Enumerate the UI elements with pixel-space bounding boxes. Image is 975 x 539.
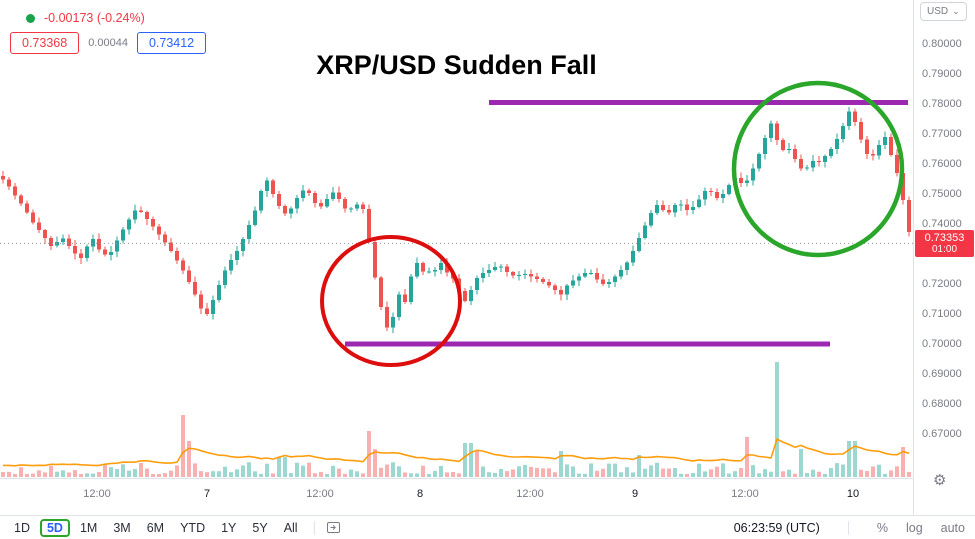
time-tick: 10 — [846, 488, 860, 500]
percent-scale-button[interactable]: % — [876, 520, 888, 535]
toolbar-right-group: 06:23:59 (UTC) % log auto — [733, 520, 965, 535]
price-tick: 0.69000 — [922, 368, 962, 380]
last-price-badge: 0.73353 01:00 — [915, 230, 974, 257]
spread-value: 0.00044 — [88, 37, 128, 49]
buy-ask-button[interactable]: 0.73412 — [136, 32, 207, 54]
price-tick: 0.70000 — [922, 338, 962, 350]
price-tick: 0.75000 — [922, 188, 962, 200]
range-button-all[interactable]: All — [278, 520, 304, 536]
currency-label: USD — [927, 6, 949, 17]
range-button-1d[interactable]: 1D — [8, 520, 36, 536]
price-axis[interactable]: USD ⌄ 0.73353 01:00 ⚙ 0.80000 0.79000 0.78… — [913, 0, 975, 515]
bottom-toolbar: 1D 5D 1M 3M 6M YTD 1Y 5Y All 06:23:59 (UTC) % lo… — [0, 515, 975, 539]
time-tick: 12:00 — [516, 488, 544, 500]
price-tick: 0.76000 — [922, 158, 962, 170]
price-tick: 0.78000 — [922, 98, 962, 110]
price-tick: 0.77000 — [922, 128, 962, 140]
price-tick: 0.72000 — [922, 278, 962, 290]
range-button-3m[interactable]: 3M — [107, 520, 136, 536]
currency-selector[interactable]: USD ⌄ — [920, 2, 967, 21]
go-to-date-icon[interactable] — [325, 519, 342, 536]
toolbar-divider — [847, 520, 849, 535]
price-tick: 0.67000 — [922, 428, 962, 440]
range-button-5y[interactable]: 5Y — [246, 520, 273, 536]
candlestick-chart[interactable] — [0, 0, 913, 478]
price-tick: 0.68000 — [922, 398, 962, 410]
gear-icon[interactable]: ⚙ — [933, 472, 947, 489]
price-tick: 0.71000 — [922, 308, 962, 320]
utc-clock[interactable]: 06:23:59 (UTC) — [733, 520, 820, 535]
green-circle-annotation[interactable] — [731, 80, 905, 258]
chevron-down-icon: ⌄ — [952, 6, 960, 16]
time-tick: 12:00 — [731, 488, 759, 500]
sell-bid-button[interactable]: 0.73368 — [10, 32, 80, 54]
range-button-1y[interactable]: 1Y — [215, 520, 242, 536]
last-price-value: 0.73353 — [924, 232, 965, 244]
price-tick: 0.79000 — [922, 68, 962, 80]
date-range-buttons: 1D 5D 1M 3M 6M YTD 1Y 5Y All — [8, 518, 304, 537]
toolbar-divider — [313, 520, 315, 535]
time-tick: 8 — [416, 488, 424, 500]
time-tick: 12:00 — [306, 488, 334, 500]
bar-countdown: 01:00 — [931, 244, 958, 255]
volume-ma-line — [3, 437, 910, 467]
red-circle-annotation[interactable] — [320, 235, 462, 367]
range-button-5d[interactable]: 5D — [39, 518, 70, 537]
candles — [1, 107, 911, 334]
time-axis[interactable]: 12:00 7 12:00 8 12:00 9 12:00 10 — [0, 478, 913, 516]
range-button-6m[interactable]: 6M — [141, 520, 170, 536]
price-tick: 0.80000 — [922, 38, 962, 50]
price-change: -0.00173 (-0.24%) — [44, 11, 145, 25]
symbol-legend: -0.00173 (-0.24%) — [26, 11, 145, 25]
range-button-ytd[interactable]: YTD — [174, 520, 211, 536]
log-scale-button[interactable]: log — [905, 520, 923, 535]
range-button-1m[interactable]: 1M — [74, 520, 103, 536]
bid-ask-widget: 0.73368 0.00044 0.73412 — [10, 32, 207, 54]
time-tick: 7 — [203, 488, 211, 500]
time-tick: 9 — [631, 488, 639, 500]
volume-bars — [1, 362, 911, 477]
time-tick: 12:00 — [83, 488, 111, 500]
price-tick: 0.74000 — [922, 218, 962, 230]
auto-scale-button[interactable]: auto — [940, 520, 965, 535]
market-status-dot — [26, 13, 35, 23]
